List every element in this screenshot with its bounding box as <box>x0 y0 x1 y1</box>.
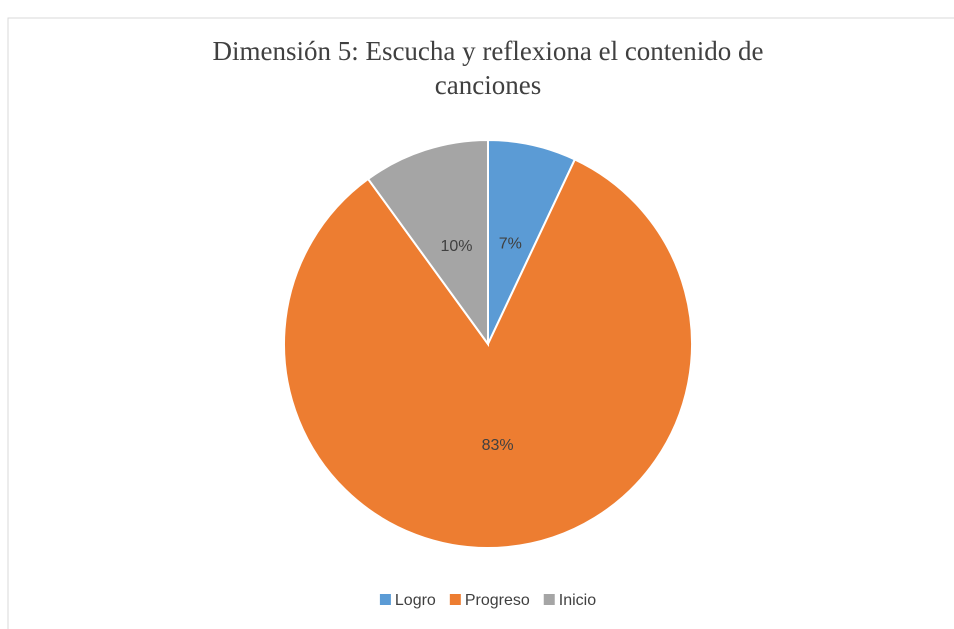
legend-swatch <box>449 594 461 605</box>
pie-slice <box>366 138 489 348</box>
legend: Logro Progreso Inicio <box>379 592 596 609</box>
legend-swatch <box>379 594 391 605</box>
legend-label: Progreso <box>465 592 530 609</box>
legend-label: Logro <box>395 592 436 609</box>
chart-border <box>7 17 954 629</box>
data-label: 83% <box>482 437 514 454</box>
data-label: 7% <box>499 236 522 253</box>
data-label: 10% <box>440 238 472 255</box>
pie-slice <box>283 158 693 549</box>
legend-label: Inicio <box>559 592 596 609</box>
chart-title: Dimensión 5: Escucha y reflexiona el con… <box>212 36 764 100</box>
legend-swatch <box>543 594 555 605</box>
